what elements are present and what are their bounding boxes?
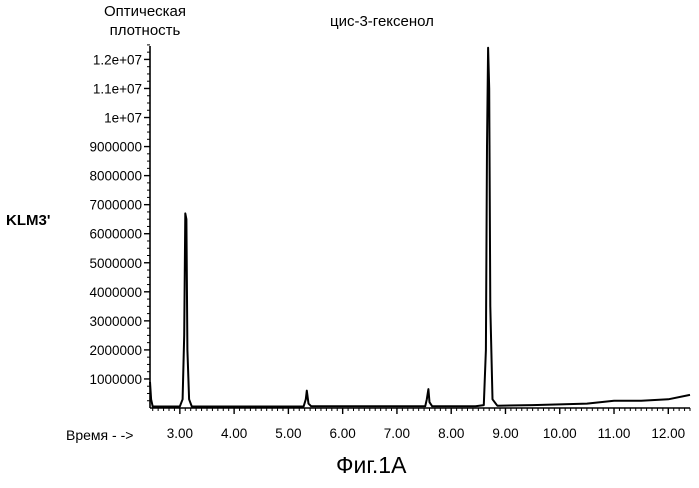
x-tick-label: 9.00 [492, 426, 518, 441]
x-tick-label: 3.00 [167, 426, 193, 441]
x-tick-label: 6.00 [330, 426, 356, 441]
y-tick-label: 7000000 [89, 198, 142, 213]
y-tick-label: 9000000 [89, 140, 142, 155]
y-tick-label: 8000000 [89, 169, 142, 184]
x-tick-label: 10.00 [543, 426, 577, 441]
y-tick-label: 1000000 [89, 372, 142, 387]
y-tick-label: 1e+07 [104, 111, 142, 126]
x-tick-label: 5.00 [275, 426, 301, 441]
y-tick-label: 5000000 [89, 256, 142, 271]
x-tick-label: 7.00 [384, 426, 410, 441]
x-tick-label: 8.00 [438, 426, 464, 441]
y-tick-label: 1.1e+07 [93, 81, 142, 96]
x-tick-label: 12.00 [651, 426, 685, 441]
x-tick-label: 4.00 [221, 426, 247, 441]
x-tick-label: 11.00 [598, 426, 631, 441]
y-tick-label: 3000000 [89, 314, 142, 329]
chromatogram-trace [150, 48, 690, 407]
y-tick-label: 2000000 [89, 343, 142, 358]
y-tick-label: 4000000 [89, 285, 142, 300]
y-tick-label: 1.2e+07 [93, 52, 142, 67]
y-tick-label: 6000000 [89, 227, 142, 242]
